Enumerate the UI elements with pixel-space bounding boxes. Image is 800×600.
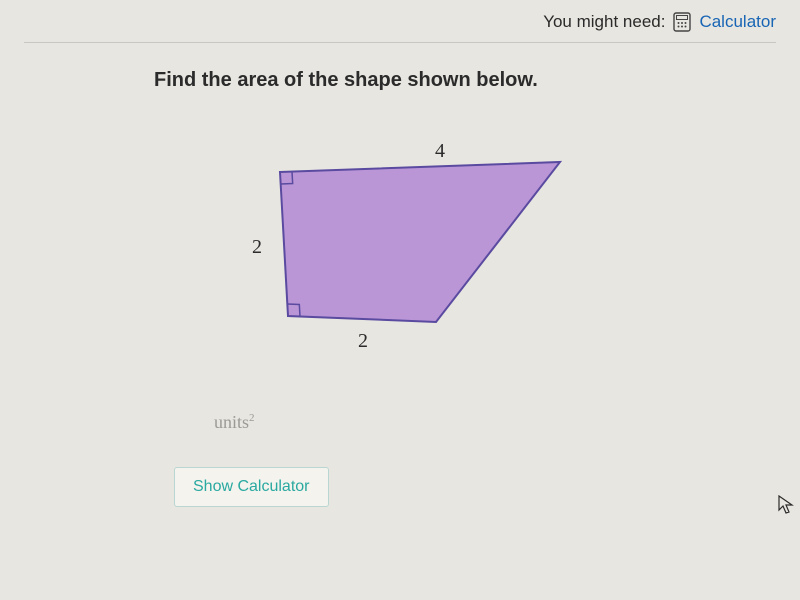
calculator-icon [673, 12, 691, 32]
shape-svg [220, 132, 580, 352]
figure-container: 4 2 2 [24, 132, 776, 352]
show-calculator-button[interactable]: Show Calculator [174, 467, 329, 507]
hint-prefix: You might need: [543, 12, 665, 32]
dimension-label: 2 [252, 236, 262, 259]
dimension-label: 4 [435, 140, 445, 163]
units-label: units [214, 412, 249, 432]
units-exponent: 2 [249, 412, 255, 424]
trapezoid-figure: 4 2 2 [220, 132, 580, 352]
dimension-label: 2 [358, 330, 368, 353]
trapezoid-shape [280, 162, 560, 322]
question-prompt: Find the area of the shape shown below. [154, 69, 776, 92]
hint-bar: You might need: Calculator [24, 12, 776, 43]
cursor-icon [778, 495, 794, 520]
exercise-page: You might need: Calculator Find the area… [0, 0, 800, 600]
calculator-link[interactable]: Calculator [699, 12, 776, 32]
answer-units: units2 [214, 412, 776, 433]
